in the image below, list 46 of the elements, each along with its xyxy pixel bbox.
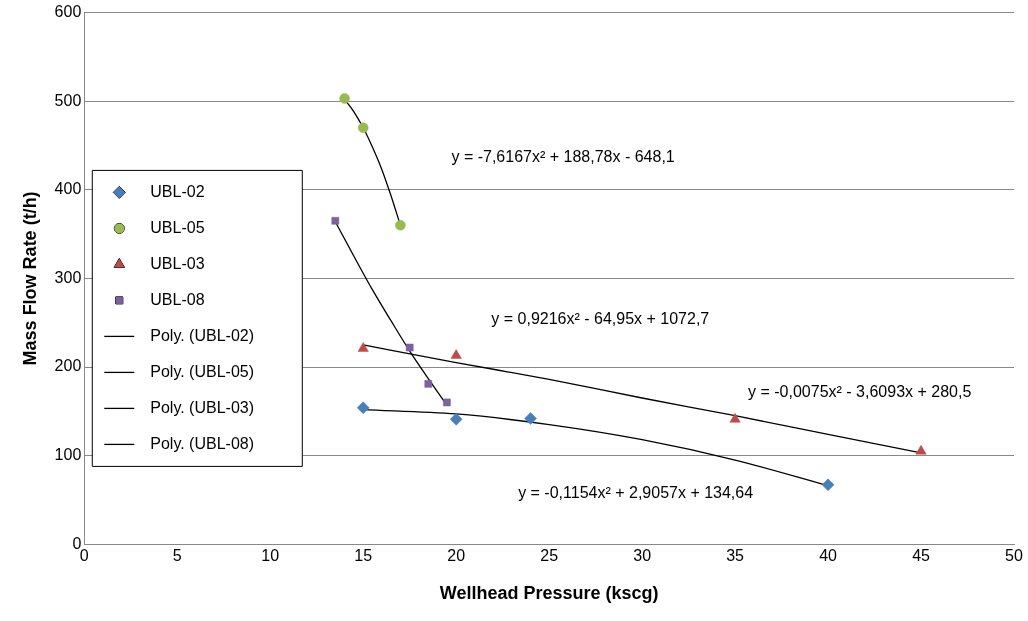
x-tick-label: 35: [726, 547, 745, 565]
x-tick-label: 30: [633, 547, 652, 565]
point: [449, 413, 463, 426]
x-tick-label: 25: [540, 547, 559, 565]
point: [450, 349, 462, 359]
point: [524, 412, 537, 425]
legend-label: Poly. (UBL-05): [150, 362, 255, 380]
y-axis-title: Mass Flow Rate (t/h): [19, 191, 40, 366]
annotation: y = -0,0075x² - 3,6093x + 280,5: [748, 383, 972, 401]
y-tick-label: 400: [54, 180, 82, 198]
annotation: y = -0,1154x² + 2,9057x + 134,64: [518, 483, 754, 501]
y-tick-label: 200: [54, 357, 82, 375]
point: [915, 444, 927, 455]
legend-label: Poly. (UBL-08): [150, 434, 255, 452]
x-tick-label: 5: [172, 547, 182, 565]
y-tick-label: 300: [54, 268, 82, 286]
x-tick-label: 15: [354, 547, 373, 565]
legend-label: UBL-05: [150, 218, 205, 236]
x-tick-label: 45: [912, 547, 931, 565]
x-tick-label: 50: [1005, 547, 1023, 565]
point: [443, 398, 451, 407]
y-tick-label: 500: [54, 91, 82, 109]
y-tick-label: 0: [72, 534, 82, 552]
point: [729, 413, 741, 423]
y-tick-label: 100: [54, 446, 82, 464]
x-tick-label: 40: [819, 547, 838, 565]
point: [405, 343, 414, 352]
legend-label: Poly. (UBL-03): [150, 398, 255, 416]
x-axis-title: Wellhead Pressure (kscg): [439, 583, 659, 604]
point: [395, 219, 406, 231]
point: [331, 217, 340, 225]
point: [424, 380, 433, 388]
point: [356, 401, 370, 415]
point: [821, 478, 835, 492]
annotation: y = -7,6167x² + 188,78x - 648,1: [451, 148, 675, 166]
point: [357, 122, 369, 134]
legend-label: UBL-02: [150, 182, 205, 200]
point: [357, 342, 369, 352]
annotation: y = 0,9216x² - 64,95x + 1072,7: [491, 310, 710, 328]
y-tick-label: 600: [54, 3, 82, 21]
legend-label: UBL-03: [150, 254, 205, 272]
legend-label: Poly. (UBL-02): [150, 326, 255, 344]
x-tick-label: 20: [447, 547, 466, 565]
point: [339, 93, 350, 104]
legend-label: UBL-08: [150, 290, 205, 308]
x-tick-label: 10: [261, 547, 280, 565]
